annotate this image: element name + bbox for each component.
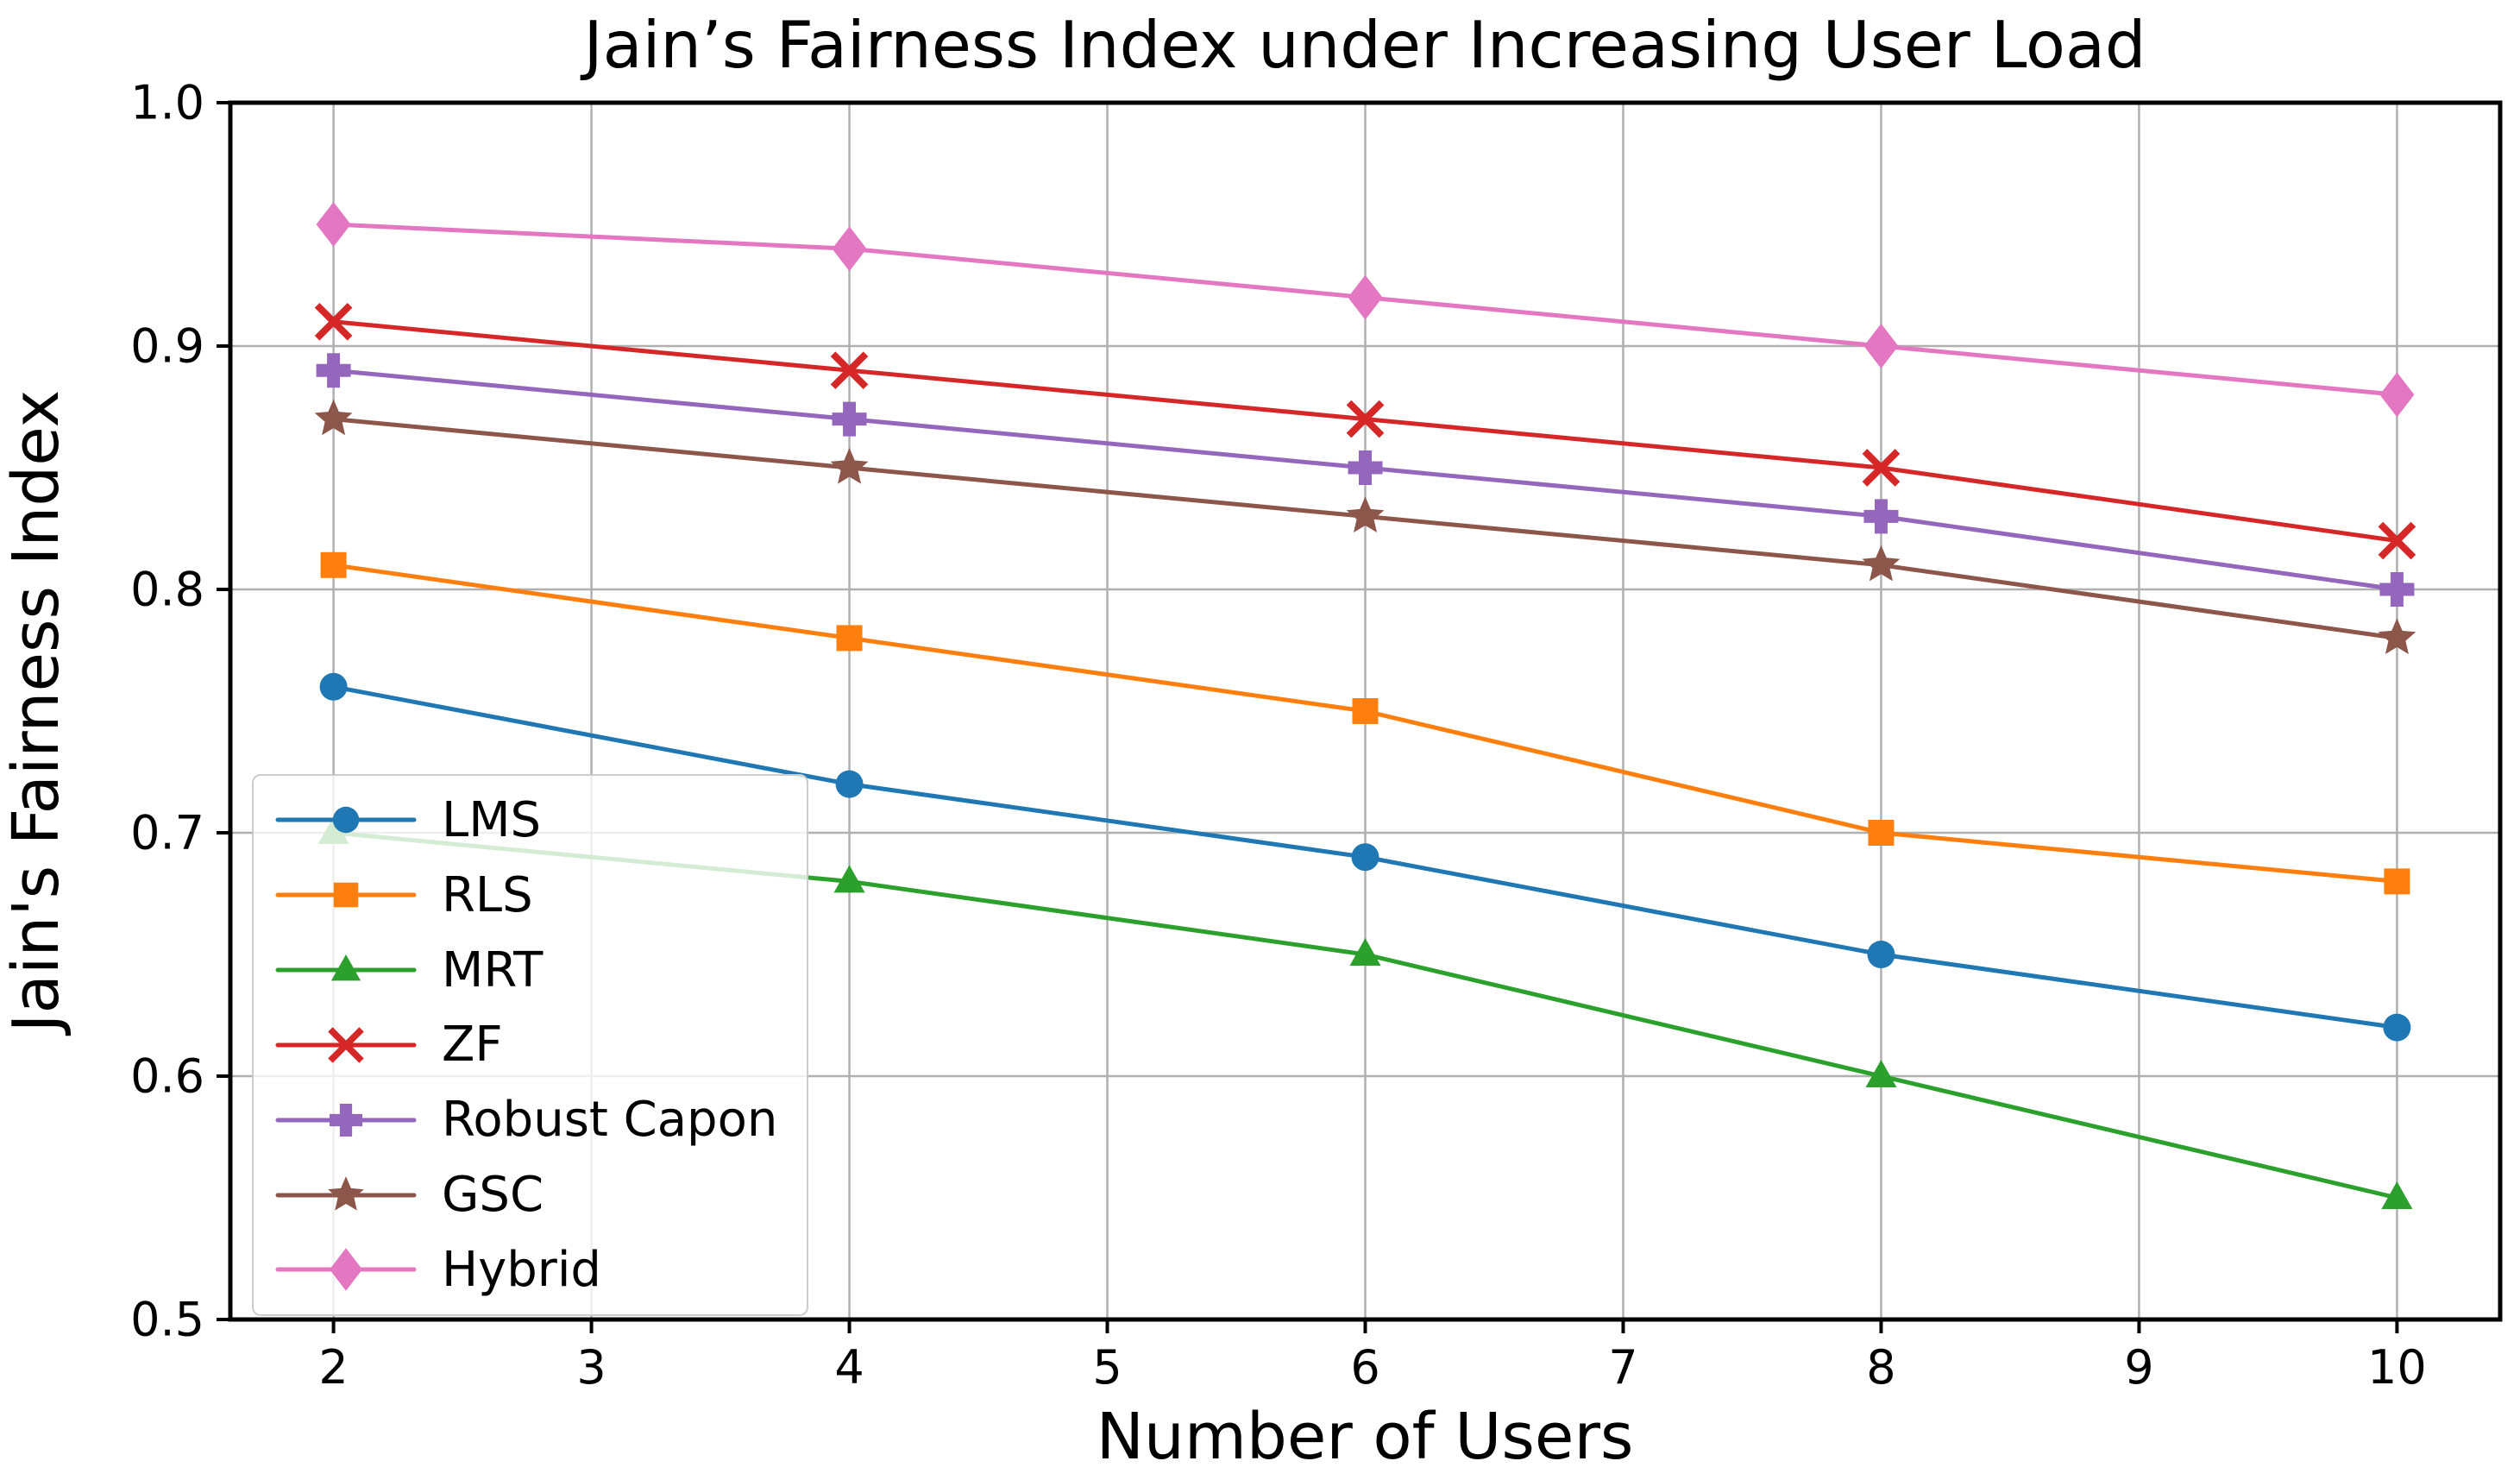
x-marker <box>2378 521 2416 560</box>
x-tick-label: 5 <box>1092 1340 1122 1395</box>
y-tick-label: 0.8 <box>130 563 204 617</box>
star-marker <box>1346 496 1385 532</box>
legend-item-robust-capon: Robust Capon <box>273 1092 798 1148</box>
legend-item-lms: LMS <box>273 792 798 848</box>
square-marker <box>1352 698 1379 724</box>
legend-swatch-star-icon <box>275 1175 417 1211</box>
plus-marker <box>1863 499 1899 534</box>
x-marker <box>1862 449 1901 487</box>
x-tick-label: 7 <box>1608 1340 1637 1395</box>
square-marker <box>320 551 347 578</box>
plus-marker <box>1348 450 1383 485</box>
y-tick-label: 0.6 <box>130 1049 204 1104</box>
x-tick-label: 10 <box>2367 1340 2427 1395</box>
x-tick-label: 3 <box>576 1340 606 1395</box>
y-tick-label: 0.9 <box>130 319 204 374</box>
x-tick-label: 9 <box>2124 1340 2153 1395</box>
legend-label: GSC <box>442 1167 544 1224</box>
plus-marker <box>832 401 867 437</box>
y-tick-label: 1.0 <box>130 76 204 130</box>
y-axis-label: Jain's Fairness Index <box>0 389 73 1033</box>
y-tick-label: 0.7 <box>130 806 204 860</box>
legend-swatch-circle-icon <box>275 807 417 834</box>
square-marker <box>2384 868 2410 895</box>
diamond-marker <box>832 226 867 272</box>
x-marker <box>328 1027 364 1063</box>
star-marker <box>328 1175 364 1211</box>
circle-marker <box>1351 843 1379 872</box>
star-marker <box>830 448 869 484</box>
legend-swatch-plus-icon <box>275 1103 417 1137</box>
y-tick-label: 0.5 <box>130 1293 204 1347</box>
circle-marker <box>319 672 348 701</box>
x-tick-label: 8 <box>1866 1340 1895 1395</box>
legend: LMS RLS MRT ZF Robust Capon GSC Hybrid <box>252 774 808 1316</box>
legend-swatch-diamond-icon <box>275 1248 417 1292</box>
star-marker <box>314 399 353 436</box>
square-marker <box>1868 820 1895 846</box>
diamond-marker <box>1348 274 1383 320</box>
diamond-marker <box>330 1248 362 1292</box>
legend-label: MRT <box>442 942 544 998</box>
x-marker <box>1346 400 1385 438</box>
x-marker <box>830 351 869 390</box>
plus-marker <box>316 353 351 388</box>
x-tick-label: 6 <box>1350 1340 1379 1395</box>
triangle-up-marker <box>2381 1181 2413 1209</box>
legend-item-hybrid: Hybrid <box>273 1242 798 1298</box>
diamond-marker <box>1863 324 1899 368</box>
legend-label: ZF <box>442 1017 503 1074</box>
diamond-marker <box>2379 372 2415 418</box>
star-marker <box>2378 618 2416 654</box>
square-marker <box>333 883 359 908</box>
chart-title: Jain’s Fairness Index under Increasing U… <box>583 7 2146 83</box>
legend-swatch-x-icon <box>275 1027 417 1063</box>
triangle-up-marker <box>1349 938 1381 966</box>
plus-marker <box>2379 572 2415 607</box>
square-marker <box>836 625 863 652</box>
legend-label: RLS <box>442 866 533 923</box>
plus-marker <box>330 1103 362 1137</box>
triangle-up-marker <box>1865 1060 1897 1087</box>
x-tick-label: 4 <box>834 1340 864 1395</box>
triangle-up-marker <box>833 865 865 893</box>
triangle-up-marker <box>330 954 361 981</box>
legend-swatch-triangle-up-icon <box>275 954 417 981</box>
circle-marker <box>2383 1013 2411 1042</box>
circle-marker <box>835 770 864 798</box>
legend-swatch-square-icon <box>275 883 417 908</box>
legend-label: Robust Capon <box>442 1092 778 1149</box>
x-axis-label: Number of Users <box>1096 1400 1634 1474</box>
circle-marker <box>332 807 360 834</box>
x-tick-label: 2 <box>318 1340 348 1395</box>
circle-marker <box>1867 941 1895 968</box>
star-marker <box>1862 545 1901 582</box>
legend-label: LMS <box>442 791 542 848</box>
legend-item-rls: RLS <box>273 867 798 923</box>
diamond-marker <box>316 202 351 247</box>
legend-item-mrt: MRT <box>273 942 798 998</box>
legend-item-zf: ZF <box>273 1017 798 1073</box>
x-marker <box>314 302 353 341</box>
legend-label: Hybrid <box>442 1241 601 1298</box>
legend-item-gsc: GSC <box>273 1167 798 1223</box>
